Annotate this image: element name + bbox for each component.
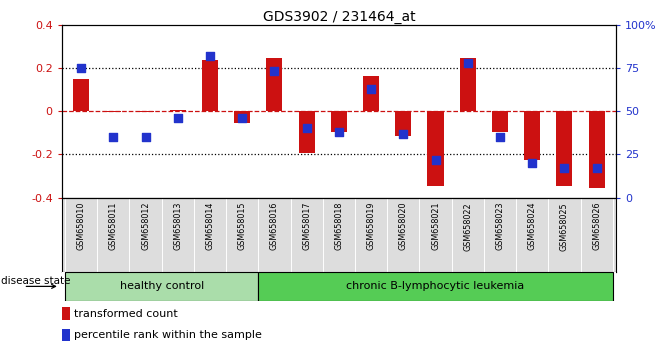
Text: transformed count: transformed count xyxy=(74,309,178,319)
Point xyxy=(301,126,312,131)
Text: GSM658025: GSM658025 xyxy=(560,202,569,251)
Text: GSM658020: GSM658020 xyxy=(399,202,408,251)
Text: GSM658015: GSM658015 xyxy=(238,202,247,251)
Point xyxy=(140,134,151,140)
Text: GSM658023: GSM658023 xyxy=(495,202,505,251)
Text: GSM658024: GSM658024 xyxy=(527,202,537,251)
Point xyxy=(462,60,473,65)
Bar xyxy=(138,111,154,112)
Bar xyxy=(299,111,315,153)
Bar xyxy=(524,111,540,160)
Point xyxy=(205,53,215,59)
Point xyxy=(559,165,570,171)
Text: GSM658016: GSM658016 xyxy=(270,202,279,250)
Point xyxy=(237,115,248,121)
Point xyxy=(76,65,87,71)
Bar xyxy=(258,272,613,301)
Bar xyxy=(427,111,444,185)
Point xyxy=(108,134,119,140)
Text: GSM658018: GSM658018 xyxy=(334,202,344,250)
Bar xyxy=(492,111,508,132)
Bar xyxy=(73,79,89,111)
Bar xyxy=(460,58,476,111)
Text: GSM658012: GSM658012 xyxy=(141,202,150,251)
Text: GSM658013: GSM658013 xyxy=(173,202,183,250)
Bar xyxy=(234,111,250,123)
Bar xyxy=(105,111,121,112)
Text: disease state: disease state xyxy=(1,276,70,286)
Point xyxy=(269,69,280,74)
Bar xyxy=(363,75,379,111)
Bar xyxy=(556,111,572,185)
Text: GSM658010: GSM658010 xyxy=(76,202,86,250)
Title: GDS3902 / 231464_at: GDS3902 / 231464_at xyxy=(262,10,415,24)
Point xyxy=(591,165,602,171)
Bar xyxy=(395,111,411,136)
Bar xyxy=(266,58,282,111)
Bar xyxy=(62,307,70,320)
Text: GSM658022: GSM658022 xyxy=(463,202,472,251)
Bar xyxy=(170,110,186,111)
Bar xyxy=(331,111,347,132)
Point xyxy=(527,160,537,166)
Point xyxy=(398,131,409,136)
Text: healthy control: healthy control xyxy=(119,281,204,291)
Text: GSM658019: GSM658019 xyxy=(366,202,376,251)
Bar xyxy=(202,61,218,111)
Text: percentile rank within the sample: percentile rank within the sample xyxy=(74,330,262,340)
Bar xyxy=(62,329,70,341)
Text: GSM658026: GSM658026 xyxy=(592,202,601,251)
Text: GSM658021: GSM658021 xyxy=(431,202,440,251)
Bar xyxy=(588,111,605,188)
Point xyxy=(333,129,344,135)
Point xyxy=(366,86,376,92)
Bar xyxy=(65,272,258,301)
Text: GSM658011: GSM658011 xyxy=(109,202,118,250)
Point xyxy=(495,134,505,140)
Text: chronic B-lymphocytic leukemia: chronic B-lymphocytic leukemia xyxy=(346,281,525,291)
Point xyxy=(430,157,441,162)
Text: GSM658017: GSM658017 xyxy=(302,202,311,251)
Text: GSM658014: GSM658014 xyxy=(205,202,215,250)
Point xyxy=(172,115,183,121)
